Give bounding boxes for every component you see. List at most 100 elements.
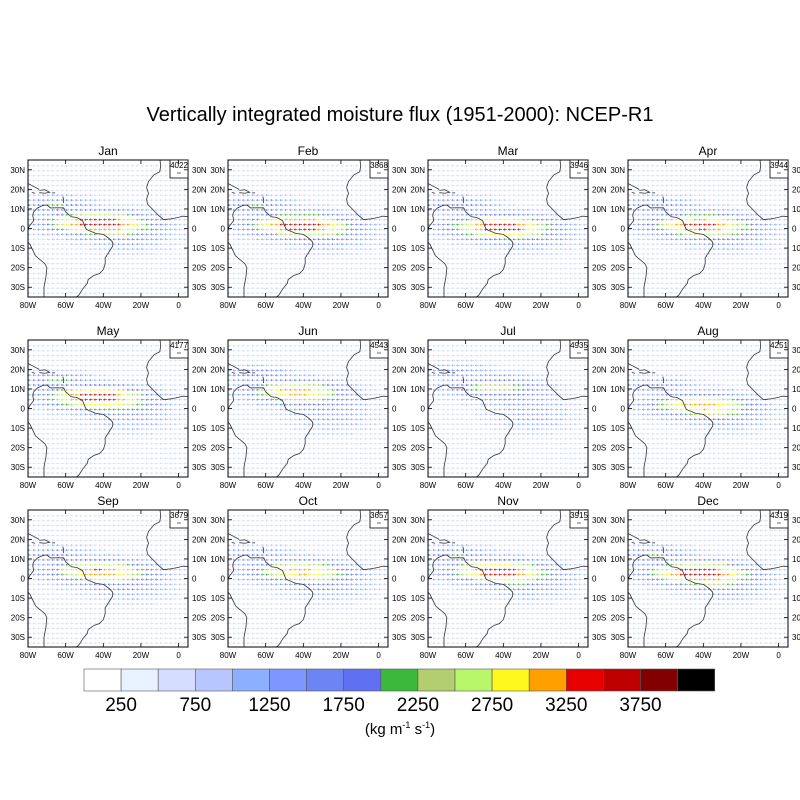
flux-vector bbox=[679, 228, 684, 231]
flux-vector bbox=[256, 203, 260, 207]
flux-vector bbox=[312, 169, 317, 172]
flux-vector bbox=[573, 262, 578, 265]
flux-vector bbox=[783, 282, 787, 285]
flux-vector bbox=[178, 262, 183, 265]
flux-vector bbox=[484, 189, 488, 192]
flux-vector bbox=[583, 291, 587, 295]
flux-vector bbox=[712, 184, 717, 187]
flux-vector bbox=[564, 272, 568, 275]
flux-vector bbox=[651, 174, 656, 177]
flux-vector bbox=[88, 344, 93, 348]
flux-vector bbox=[154, 457, 159, 460]
flux-vector bbox=[270, 286, 274, 290]
flux-vector bbox=[345, 267, 350, 270]
flux-vector bbox=[260, 291, 265, 295]
flux-vector bbox=[136, 169, 140, 172]
flux-vector bbox=[246, 233, 251, 236]
flux-vector bbox=[350, 164, 354, 168]
flux-vector bbox=[378, 189, 383, 192]
flux-vector bbox=[112, 344, 117, 348]
flux-vector bbox=[117, 179, 121, 182]
flux-vector bbox=[326, 247, 331, 251]
flux-vector bbox=[432, 223, 437, 226]
flux-vector bbox=[164, 184, 168, 187]
flux-vector bbox=[446, 208, 451, 212]
flux-vector bbox=[345, 208, 350, 212]
flux-vector bbox=[531, 291, 536, 295]
flux-vector bbox=[703, 291, 707, 295]
flux-vector bbox=[173, 198, 178, 202]
flux-vector bbox=[364, 242, 368, 246]
flux-vector bbox=[768, 247, 773, 251]
flux-vector bbox=[665, 203, 670, 207]
flux-vector bbox=[164, 471, 168, 475]
flux-vector bbox=[665, 277, 670, 280]
flux-vector bbox=[126, 442, 131, 445]
flux-vector bbox=[107, 364, 112, 367]
flux-vector bbox=[578, 247, 583, 251]
flux-vector bbox=[488, 193, 493, 197]
flux-vector bbox=[117, 228, 121, 231]
flux-vector bbox=[317, 198, 321, 202]
flux-vector bbox=[159, 252, 164, 256]
flux-vector bbox=[474, 233, 479, 236]
flux-vector bbox=[651, 233, 656, 236]
flux-vector bbox=[117, 286, 121, 290]
flux-vector bbox=[159, 393, 164, 397]
flux-vector bbox=[93, 282, 98, 285]
flux-vector bbox=[28, 252, 32, 256]
flux-vector bbox=[740, 233, 745, 236]
flux-vector bbox=[145, 354, 150, 357]
flux-vector bbox=[32, 213, 37, 217]
flux-vector bbox=[88, 471, 93, 475]
flux-vector bbox=[503, 228, 507, 231]
flux-vector bbox=[717, 252, 721, 256]
flux-vector bbox=[721, 208, 726, 212]
flux-vector bbox=[284, 208, 288, 212]
flux-vector bbox=[112, 242, 117, 246]
y-tick-label-left: 30S bbox=[611, 283, 625, 292]
flux-vector bbox=[660, 193, 665, 197]
flux-vector bbox=[721, 174, 726, 177]
flux-vector bbox=[646, 228, 651, 231]
flux-vector bbox=[740, 247, 745, 251]
flux-vector bbox=[98, 184, 103, 187]
flux-vector bbox=[98, 228, 103, 231]
flux-vector bbox=[28, 164, 32, 168]
flux-vector bbox=[764, 238, 768, 241]
flux-vector bbox=[164, 408, 168, 411]
flux-vector bbox=[470, 189, 474, 192]
flux-vector bbox=[107, 291, 112, 295]
flux-vector bbox=[154, 272, 159, 275]
y-tick-label-left: 30S bbox=[211, 283, 225, 292]
flux-vector bbox=[364, 169, 368, 172]
flux-vector bbox=[526, 198, 531, 202]
flux-vector bbox=[41, 218, 46, 221]
y-tick-label-left: 30S bbox=[11, 463, 25, 472]
flux-vector bbox=[265, 169, 270, 172]
flux-vector bbox=[651, 193, 656, 197]
flux-vector bbox=[168, 252, 173, 256]
flux-vector bbox=[536, 228, 540, 231]
flux-vector bbox=[703, 218, 707, 221]
flux-vector bbox=[646, 291, 651, 295]
flux-vector bbox=[288, 272, 293, 275]
flux-vector bbox=[84, 432, 88, 436]
flux-vector bbox=[150, 184, 154, 187]
flux-vector bbox=[754, 282, 759, 285]
flux-vector bbox=[159, 447, 164, 450]
flux-vector bbox=[321, 252, 326, 256]
flux-vector bbox=[46, 233, 51, 236]
flux-vector bbox=[84, 223, 88, 226]
flux-vector bbox=[474, 286, 479, 290]
flux-vector bbox=[164, 418, 168, 421]
flux-vector bbox=[726, 193, 731, 197]
flux-vector bbox=[37, 427, 41, 431]
flux-vector bbox=[503, 198, 507, 202]
flux-vector bbox=[564, 233, 568, 236]
flux-vector bbox=[70, 369, 74, 372]
flux-vector bbox=[164, 427, 168, 431]
flux-vector bbox=[150, 267, 154, 270]
flux-vector bbox=[178, 466, 183, 470]
flux-vector bbox=[41, 228, 46, 231]
